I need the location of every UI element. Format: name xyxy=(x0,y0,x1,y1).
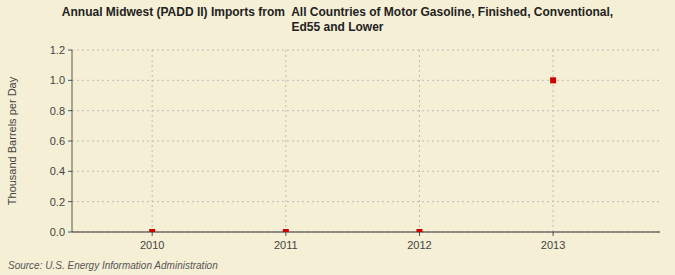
title: Ed55 and Lower xyxy=(291,20,383,34)
grid-line xyxy=(553,50,554,232)
background xyxy=(0,0,675,275)
point xyxy=(550,77,556,83)
tick-label: 1.0 xyxy=(50,74,65,86)
tick-mark xyxy=(68,80,72,81)
point xyxy=(283,229,289,232)
tick-mark xyxy=(68,232,72,233)
tick-label: 2011 xyxy=(274,239,298,251)
point xyxy=(149,229,155,232)
tick-mark xyxy=(68,110,72,111)
point xyxy=(416,229,422,232)
tick-label: 0.6 xyxy=(50,135,65,147)
source: Source: U.S. Energy Information Administ… xyxy=(8,260,218,271)
tick-label: 2012 xyxy=(407,239,431,251)
grid-line xyxy=(419,50,420,232)
tick-label: 2013 xyxy=(541,239,565,251)
tick-label: 1.2 xyxy=(50,44,65,56)
title: Annual Midwest (PADD II) Imports from Al… xyxy=(62,5,613,19)
grid-line xyxy=(72,201,660,202)
x-axis xyxy=(72,231,660,232)
tick-mark xyxy=(68,171,72,172)
tick-label: 0.8 xyxy=(50,105,65,117)
tick-mark xyxy=(68,50,72,51)
tick-label: 0.2 xyxy=(50,196,65,208)
grid-line xyxy=(152,50,153,232)
tick-label: 0.4 xyxy=(50,165,65,177)
grid-line xyxy=(72,50,660,51)
grid-line xyxy=(72,232,660,233)
grid-line xyxy=(72,80,660,81)
grid xyxy=(72,50,660,232)
tick-label: 2010 xyxy=(140,239,164,251)
grid-line xyxy=(72,171,660,172)
grid-line xyxy=(285,50,286,232)
axes: 0.0 0.2 0.4 0.6 0.8 1.0 1.2 2010 2011 2012 2013 xyxy=(50,44,660,251)
y-axis xyxy=(72,50,73,232)
tick-mark xyxy=(152,232,153,236)
tick-mark xyxy=(285,232,286,236)
tick-label: 0.0 xyxy=(50,226,65,238)
tick-mark xyxy=(419,232,420,236)
y-axis-label: Thousand Barrels per Day xyxy=(6,76,18,205)
marks xyxy=(149,77,556,232)
tick-mark xyxy=(553,232,554,236)
chart: 0.0 0.2 0.4 0.6 0.8 1.0 1.2 2010 2011 2012 2013 Tho… xyxy=(0,0,675,275)
grid-line xyxy=(72,141,660,142)
grid-line xyxy=(72,110,660,111)
tick-mark xyxy=(68,201,72,202)
tick-mark xyxy=(68,141,72,142)
